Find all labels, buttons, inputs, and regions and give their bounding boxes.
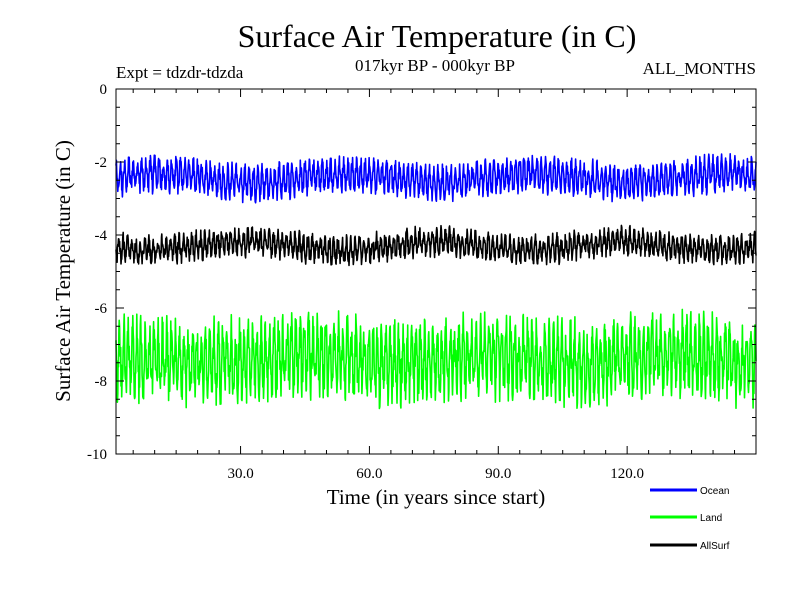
- x-axis: 30.0 60.0 90.0 120.0: [132, 89, 736, 482]
- x-tick-label: 90.0: [485, 466, 511, 482]
- y-tick-label: -6: [95, 301, 108, 317]
- y-tick-label: -2: [95, 155, 108, 171]
- series-line-ocean: [115, 153, 757, 204]
- x-axis-label: Time (in years since start): [327, 485, 546, 509]
- experiment-label: Expt = tdzdr-tdzda: [116, 63, 244, 82]
- y-tick-label: -4: [95, 228, 108, 244]
- legend-label-land: Land: [700, 513, 722, 524]
- period-label: 017kyr BP - 000kyr BP: [355, 56, 515, 75]
- x-tick-label: 30.0: [227, 466, 253, 482]
- chart-title: Surface Air Temperature (in C): [238, 18, 637, 54]
- y-tick-label: 0: [100, 82, 108, 98]
- legend-label-allsurf: AllSurf: [700, 541, 730, 552]
- y-axis-label: Surface Air Temperature (in C): [51, 140, 75, 402]
- series-line-land: [115, 308, 757, 410]
- x-tick-label: 60.0: [356, 466, 382, 482]
- y-tick-label: -10: [87, 447, 107, 463]
- series-layer: [115, 153, 757, 410]
- x-tick-label: 120.0: [610, 466, 644, 482]
- months-label: ALL_MONTHS: [643, 59, 756, 78]
- y-axis: 0 -2 -4 -6 -8 -10: [87, 82, 756, 463]
- legend-label-ocean: Ocean: [700, 486, 729, 497]
- series-line-allsurf: [115, 224, 757, 267]
- legend: Ocean Land AllSurf: [650, 486, 730, 552]
- y-tick-label: -8: [95, 374, 108, 390]
